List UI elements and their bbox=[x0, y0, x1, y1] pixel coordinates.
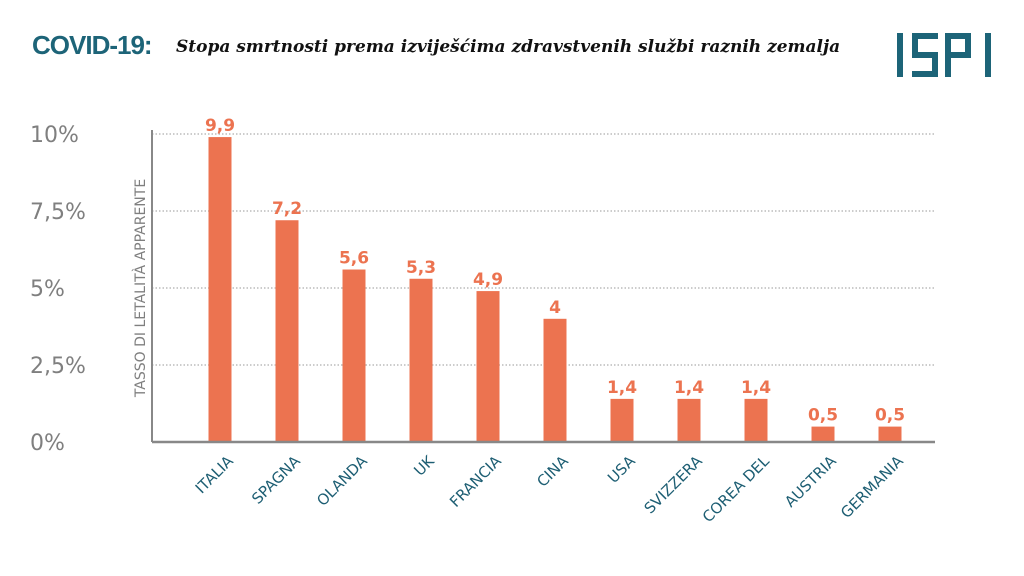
bar-uk bbox=[409, 278, 433, 442]
bar-italia bbox=[208, 137, 232, 442]
data-label: 1,4 bbox=[741, 378, 771, 398]
x-tick-label: OLANDA bbox=[313, 452, 371, 510]
chart-title: Stopa smrtnosti prema izviješćima zdravs… bbox=[176, 37, 841, 57]
x-tick-label: AUSTRIA bbox=[781, 452, 840, 511]
y-tick-label: 5% bbox=[30, 277, 65, 302]
data-label: 0,5 bbox=[808, 406, 838, 426]
bar-cina bbox=[543, 318, 567, 442]
y-axis-label: TASSO DI LETALITÀ APPARENTE bbox=[132, 179, 149, 398]
data-label: 9,9 bbox=[205, 116, 235, 136]
bar-corea-del bbox=[744, 398, 768, 442]
y-tick-label: 10% bbox=[30, 123, 79, 148]
x-tick-label: UK bbox=[410, 451, 438, 479]
x-tick-label: SVIZZERA bbox=[641, 452, 707, 518]
bar-svizzera bbox=[677, 398, 701, 442]
y-tick-label: 2,5% bbox=[30, 354, 86, 379]
data-label: 5,3 bbox=[406, 258, 436, 278]
bar-germania bbox=[878, 426, 902, 442]
bar-spagna bbox=[275, 220, 299, 442]
bar-usa bbox=[610, 398, 634, 442]
x-tick-label: GERMANIA bbox=[837, 452, 907, 522]
y-tick-label: 0% bbox=[30, 431, 65, 456]
x-tick-label: COREA DEL bbox=[699, 452, 773, 526]
data-label: 1,4 bbox=[674, 378, 704, 398]
bar-francia bbox=[476, 291, 500, 442]
x-tick-label: SPAGNA bbox=[248, 452, 304, 508]
ispi-logo bbox=[897, 33, 991, 77]
x-tick-label: USA bbox=[604, 452, 639, 487]
data-label: 5,6 bbox=[339, 249, 369, 269]
data-label: 7,2 bbox=[272, 199, 302, 219]
x-tick-label: FRANCIA bbox=[446, 452, 505, 511]
data-label: 4 bbox=[549, 298, 561, 318]
bar-olanda bbox=[342, 269, 366, 442]
bar-austria bbox=[811, 426, 835, 442]
data-label: 4,9 bbox=[473, 270, 503, 290]
x-tick-label: CINA bbox=[533, 452, 572, 491]
data-label: 0,5 bbox=[875, 406, 905, 426]
x-tick-label: ITALIA bbox=[192, 452, 238, 498]
y-tick-label: 7,5% bbox=[30, 200, 86, 225]
chart-title-prefix: COVID-19: bbox=[32, 30, 153, 60]
data-label: 1,4 bbox=[607, 378, 637, 398]
